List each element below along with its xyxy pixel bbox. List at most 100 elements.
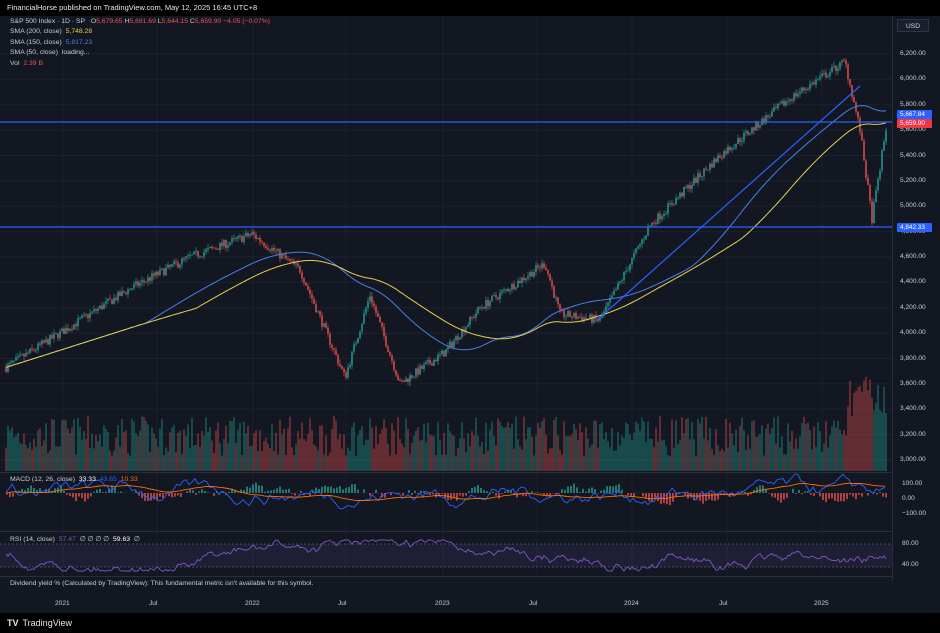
volume-bar [781, 436, 783, 471]
volume-bar [497, 418, 499, 471]
volume-bar [267, 443, 269, 471]
legend-symbol[interactable]: S&P 500 Index · 1D · SP [10, 18, 85, 25]
macd-legend[interactable]: MACD (12, 26, close) 33.33 43.65 10.33 [10, 476, 138, 483]
volume-bar [727, 447, 729, 471]
volume-bar [673, 447, 675, 471]
volume-bar [641, 417, 643, 471]
legend-symbol-row[interactable]: S&P 500 Index · 1D · SP O5,679.65 H5,691… [10, 17, 270, 27]
volume-bar [651, 438, 653, 471]
candle-body [489, 301, 491, 307]
volume-bar [231, 421, 233, 471]
candle-body [635, 248, 637, 254]
candle-body [429, 360, 431, 364]
legend-sma150-label[interactable]: SMA (150, close) [10, 38, 62, 46]
macd-histogram-bar [186, 491, 188, 493]
legend-sma200-row[interactable]: SMA (200, close) 5,748.28 [10, 27, 270, 37]
candle-body [533, 272, 535, 277]
candle-body [739, 138, 741, 143]
volume-bar [137, 436, 139, 471]
volume-bar [635, 421, 637, 471]
candle-body [807, 88, 809, 90]
price-tick-label: 3,000.00 [900, 456, 926, 463]
volume-bar [121, 418, 123, 471]
candle-body [709, 163, 711, 170]
volume-bar [689, 439, 691, 471]
legend-sma50-row[interactable]: SMA (50, close) loading... [10, 48, 270, 58]
volume-bar [107, 431, 109, 471]
volume-bar [755, 436, 757, 471]
macd-label[interactable]: MACD (12, 26, close) [10, 476, 75, 483]
chart-area[interactable]: USD S&P 500 Index · 1D · SP O5,679.65 H5… [0, 16, 940, 613]
rsi-tick-label: 80.00 [902, 540, 919, 547]
rsi-label[interactable]: RSI (14, close) [10, 536, 55, 543]
brand-footer[interactable]: TV TradingView [0, 613, 940, 633]
volume-bar [91, 433, 93, 471]
legend-open: 5,679.65 [96, 18, 123, 25]
candle-body [475, 313, 477, 318]
volume-bar [757, 436, 759, 471]
macd-histogram-bar [579, 492, 581, 493]
main-legend[interactable]: S&P 500 Index · 1D · SP O5,679.65 H5,691… [10, 17, 270, 69]
macd-histogram-bar [495, 493, 497, 496]
volume-bar [75, 454, 77, 471]
candle-body [853, 97, 855, 103]
sma200-line [5, 122, 887, 368]
volume-bar [111, 455, 113, 471]
candle-body [833, 65, 835, 67]
candle-body [577, 316, 579, 319]
volume-bar [711, 448, 713, 471]
legend-sma150-value: 5,817.23 [65, 38, 93, 46]
volume-bar [749, 448, 751, 471]
candle-body [687, 184, 689, 189]
volume-bar [593, 420, 595, 471]
macd-histogram-bar [477, 484, 479, 493]
volume-bar [87, 416, 89, 471]
volume-bar [163, 455, 165, 471]
macd-histogram-bar [270, 490, 272, 493]
macd-histogram-bar [786, 493, 788, 498]
legend-vol-label[interactable]: Vol [10, 59, 20, 67]
candle-body [507, 289, 509, 292]
candle-body [169, 264, 171, 267]
macd-histogram-bar [516, 493, 518, 498]
volume-bar [591, 444, 593, 471]
volume-bar [657, 441, 659, 471]
legend-sma150-row[interactable]: SMA (150, close) 5,817.23 [10, 38, 270, 48]
volume-bar [721, 448, 723, 471]
candle-body [531, 272, 533, 277]
legend-sma50-label[interactable]: SMA (50, close) [10, 49, 58, 57]
macd-histogram-bar [144, 493, 146, 501]
volume-bar [251, 445, 253, 471]
candle-body [65, 328, 67, 334]
volume-bar [203, 435, 205, 471]
currency-button[interactable]: USD [897, 19, 929, 32]
legend-vol-row[interactable]: Vol 2.39 B [10, 59, 270, 69]
macd-histogram-bar [525, 493, 527, 497]
rsi-legend[interactable]: RSI (14, close) 57.47 ∅ ∅ ∅ ∅ 59.63 ∅ [10, 535, 140, 543]
candle-body [259, 237, 261, 242]
candle-body [827, 76, 829, 78]
volume-bar [419, 440, 421, 471]
candle-body [329, 333, 331, 346]
macd-histogram-bar [486, 491, 488, 493]
candle-body [663, 213, 665, 217]
volume-bar [811, 449, 813, 471]
macd-histogram-bar [582, 488, 584, 493]
volume-bar [301, 422, 303, 471]
volume-bar [79, 426, 81, 471]
macd-histogram-bar [426, 493, 428, 495]
candle-body [527, 276, 529, 279]
candle-body [327, 327, 329, 334]
chart-canvas[interactable] [0, 16, 940, 613]
candle-body [763, 118, 765, 124]
volume-bar [319, 425, 321, 471]
candle-body [865, 160, 867, 178]
candle-body [289, 258, 291, 261]
legend-sma200-label[interactable]: SMA (200, close) [10, 28, 62, 36]
macd-histogram-bar [276, 488, 278, 493]
candle-body [779, 103, 781, 105]
candle-body [207, 247, 209, 250]
volume-bar [693, 439, 695, 471]
macd-histogram-bar [336, 487, 338, 493]
macd-histogram-bar [492, 491, 494, 493]
